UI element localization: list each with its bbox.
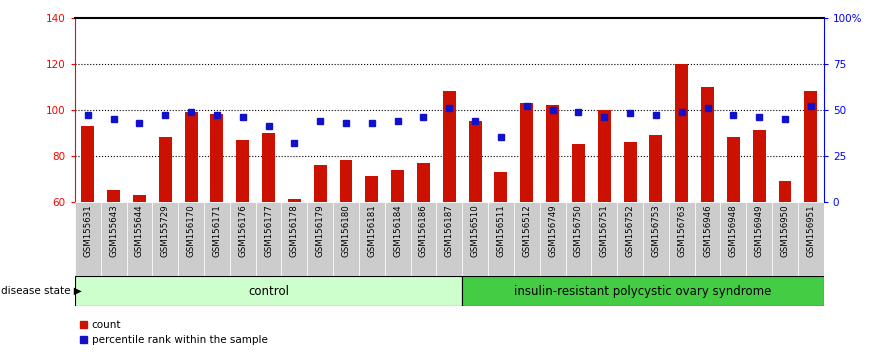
Bar (572, 144, 585, 340)
Text: GSM156176: GSM156176 (238, 204, 248, 257)
Bar (81, 126, 94, 340)
Bar (804, 91, 818, 340)
Text: GSM156177: GSM156177 (264, 204, 273, 257)
Bar (230, 202, 255, 278)
Bar (385, 202, 411, 278)
Bar (701, 87, 714, 340)
Bar (359, 202, 385, 278)
Bar (624, 142, 636, 340)
Text: GSM155729: GSM155729 (160, 204, 170, 257)
Bar (417, 162, 430, 340)
Bar (494, 172, 507, 340)
Text: control: control (248, 285, 289, 298)
Text: GSM156181: GSM156181 (367, 204, 376, 257)
Bar (185, 112, 197, 340)
Text: GSM156186: GSM156186 (419, 204, 428, 257)
Text: GSM156184: GSM156184 (393, 204, 402, 257)
Bar (566, 202, 591, 278)
Bar (798, 202, 824, 278)
Bar (339, 160, 352, 340)
Bar (463, 202, 488, 278)
Text: GSM156763: GSM156763 (677, 204, 686, 257)
Text: GSM155643: GSM155643 (109, 204, 118, 257)
Bar (546, 105, 559, 340)
Bar (107, 190, 120, 340)
Bar (288, 199, 300, 340)
Bar (591, 202, 618, 278)
Text: GSM156948: GSM156948 (729, 204, 738, 257)
Bar (618, 202, 643, 278)
Bar (514, 202, 540, 278)
Bar (127, 202, 152, 278)
Bar (694, 202, 721, 278)
Bar (411, 202, 436, 278)
Bar (178, 202, 204, 278)
Text: GSM156752: GSM156752 (626, 204, 634, 257)
Text: GSM156510: GSM156510 (470, 204, 479, 257)
Bar (262, 133, 275, 340)
Bar (443, 91, 455, 340)
Bar (307, 202, 333, 278)
Bar (436, 202, 463, 278)
Bar (100, 202, 127, 278)
Bar (159, 137, 172, 340)
Bar (204, 202, 230, 278)
Text: GSM156751: GSM156751 (600, 204, 609, 257)
Text: disease state ▶: disease state ▶ (1, 286, 82, 296)
Text: GSM156950: GSM156950 (781, 204, 789, 257)
Bar (521, 103, 533, 340)
Bar (463, 276, 824, 306)
Legend: count, percentile rank within the sample: count, percentile rank within the sample (80, 320, 268, 345)
Bar (488, 202, 514, 278)
Text: insulin-resistant polycystic ovary syndrome: insulin-resistant polycystic ovary syndr… (515, 285, 772, 298)
Text: GSM156750: GSM156750 (574, 204, 583, 257)
Bar (675, 64, 688, 340)
Text: GSM156180: GSM156180 (342, 204, 351, 257)
Text: GSM156951: GSM156951 (806, 204, 815, 257)
Bar (752, 130, 766, 340)
Text: GSM156170: GSM156170 (187, 204, 196, 257)
Bar (469, 121, 482, 340)
Bar (669, 202, 694, 278)
Bar (779, 181, 791, 340)
Text: GSM156187: GSM156187 (445, 204, 454, 257)
Text: GSM156753: GSM156753 (651, 204, 661, 257)
Bar (598, 110, 611, 340)
Bar (727, 137, 740, 340)
Text: GSM156512: GSM156512 (522, 204, 531, 257)
Text: GSM156511: GSM156511 (497, 204, 506, 257)
Text: GSM156946: GSM156946 (703, 204, 712, 257)
Bar (391, 170, 404, 340)
Bar (255, 202, 281, 278)
Text: GSM156178: GSM156178 (290, 204, 299, 257)
Bar (236, 139, 249, 340)
Bar (746, 202, 772, 278)
Bar (333, 202, 359, 278)
Text: GSM156179: GSM156179 (315, 204, 325, 257)
Bar (540, 202, 566, 278)
Text: GSM155644: GSM155644 (135, 204, 144, 257)
Bar (721, 202, 746, 278)
Text: GSM156749: GSM156749 (548, 204, 557, 257)
Bar (75, 276, 463, 306)
Bar (314, 165, 327, 340)
Bar (152, 202, 178, 278)
Bar (281, 202, 307, 278)
Bar (649, 135, 663, 340)
Bar (75, 202, 100, 278)
Text: GSM156171: GSM156171 (212, 204, 221, 257)
Bar (133, 195, 146, 340)
Bar (643, 202, 669, 278)
Bar (366, 176, 378, 340)
Text: GSM156949: GSM156949 (755, 204, 764, 257)
Bar (772, 202, 798, 278)
Bar (211, 114, 224, 340)
Text: GSM155631: GSM155631 (84, 204, 93, 257)
